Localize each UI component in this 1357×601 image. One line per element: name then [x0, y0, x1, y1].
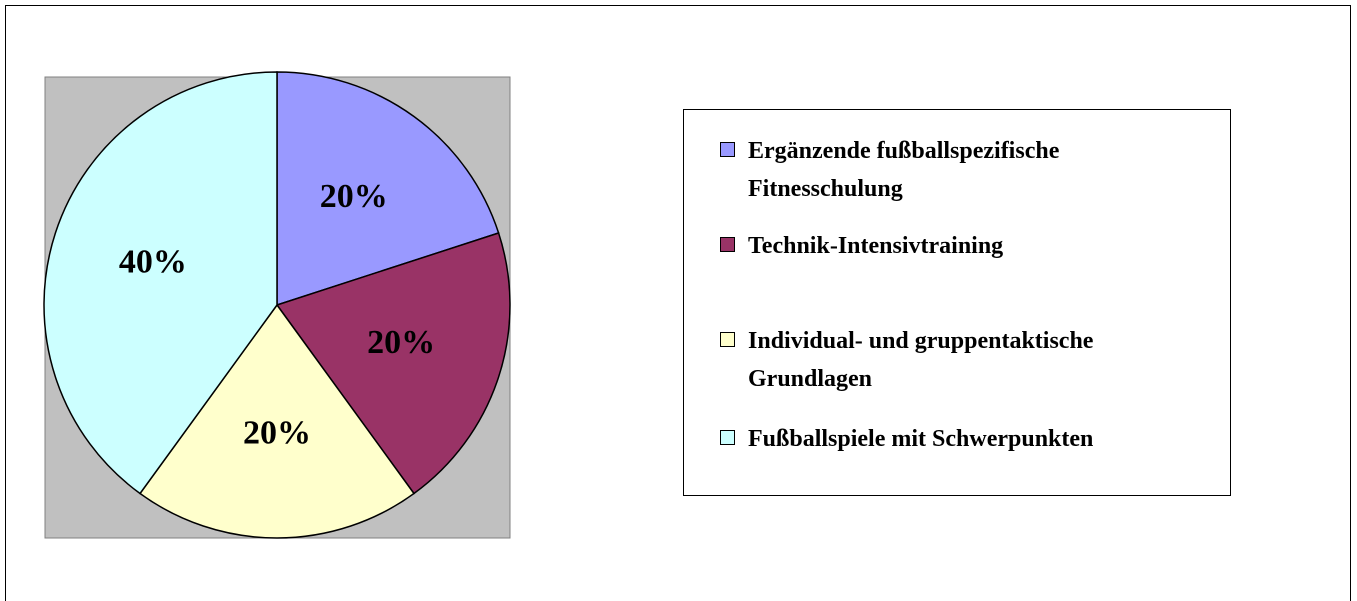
pie-slice [276, 71, 500, 307]
legend-label: Technik-Intensivtraining [748, 233, 1004, 259]
legend-swatch [720, 142, 735, 157]
legend: Ergänzende fußballspezifische Fitnesschu… [683, 109, 1231, 496]
legend-item: Ergänzende fußballspezifische Fitnesschu… [720, 132, 1210, 208]
legend-item: Individual- und gruppentaktische Grundla… [720, 322, 1210, 398]
legend-label: Fußballspiele mit Schwerpunkten [748, 426, 1094, 452]
legend-label: Ergänzende fußballspezifische Fitnesschu… [748, 138, 1060, 202]
legend-label: Individual- und gruppentaktische Grundla… [748, 328, 1094, 392]
legend-swatch [720, 430, 735, 445]
chart-frame [5, 5, 1351, 601]
legend-item: Technik-Intensivtraining [720, 227, 1210, 265]
legend-swatch [720, 237, 735, 252]
legend-swatch [720, 332, 735, 347]
pie-slice [43, 71, 278, 495]
legend-item: Fußballspiele mit Schwerpunkten [720, 420, 1210, 458]
pie-slice [138, 303, 416, 539]
data-label: 20% [243, 414, 311, 451]
data-label: 40% [119, 243, 187, 280]
data-label: 20% [367, 324, 435, 361]
pie-slice [275, 232, 511, 495]
data-label: 20% [320, 178, 388, 215]
